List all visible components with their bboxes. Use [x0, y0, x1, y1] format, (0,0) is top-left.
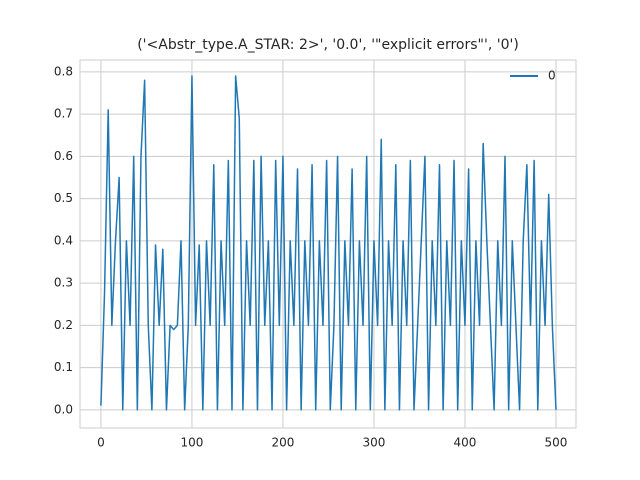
y-tick-label: 0.1: [54, 360, 73, 374]
chart-title: ('<Abstr_type.A_STAR: 2>', '0.0', '"expl…: [137, 37, 519, 53]
y-tick-label: 0.5: [54, 191, 73, 205]
x-tick-label: 500: [545, 436, 568, 450]
y-tick-label: 0.2: [54, 318, 73, 332]
line-series: [100, 75, 557, 411]
y-tick-label: 0.7: [54, 107, 73, 121]
y-tick-label: 0.6: [54, 149, 73, 163]
y-tick-label: 0.0: [54, 402, 73, 416]
x-tick-label: 400: [454, 436, 477, 450]
x-tick-label: 300: [363, 436, 386, 450]
y-tick-label: 0.4: [54, 233, 73, 247]
x-tick-label: 0: [97, 436, 105, 450]
x-tick-label: 200: [271, 436, 294, 450]
legend-label: 0: [548, 69, 556, 83]
plot-frame: [79, 59, 577, 429]
y-tick-label: 0.3: [54, 276, 73, 290]
y-tick-label: 0.8: [54, 64, 73, 78]
x-tick-label: 100: [180, 436, 203, 450]
